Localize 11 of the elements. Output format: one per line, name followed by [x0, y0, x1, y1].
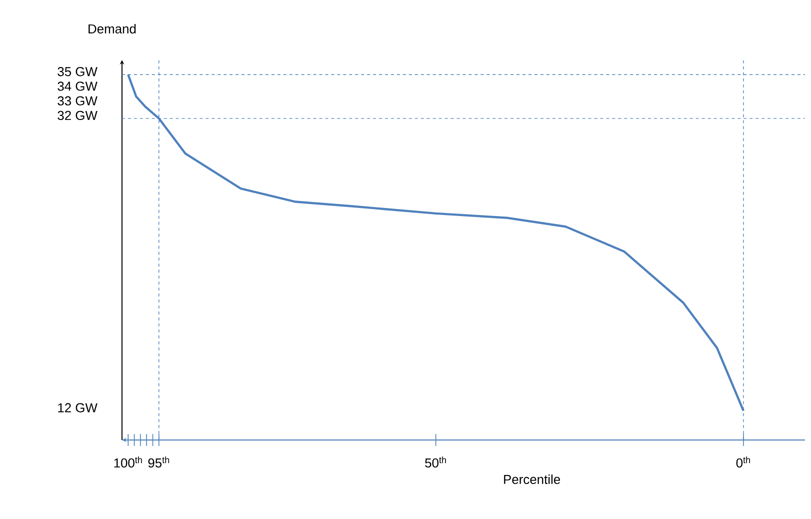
x-tick-label: 95$^{th}$	[148, 456, 170, 468]
x-tick-label: 100$^{th}$	[114, 456, 142, 468]
x-axis-title: Percentile	[504, 474, 560, 484]
y-tick-label: 12 GW	[58, 403, 98, 412]
y-tick-label: 33 GW	[58, 96, 98, 106]
y-tick-label: 32 GW	[58, 110, 98, 120]
y-tick-label: 34 GW	[58, 82, 98, 91]
y-axis-title: Demand	[88, 24, 136, 34]
x-tick-label: 0$^{th}$	[736, 456, 750, 468]
y-tick-label: 35 GW	[58, 67, 98, 76]
x-tick-label: 50$^{th}$	[425, 456, 446, 468]
